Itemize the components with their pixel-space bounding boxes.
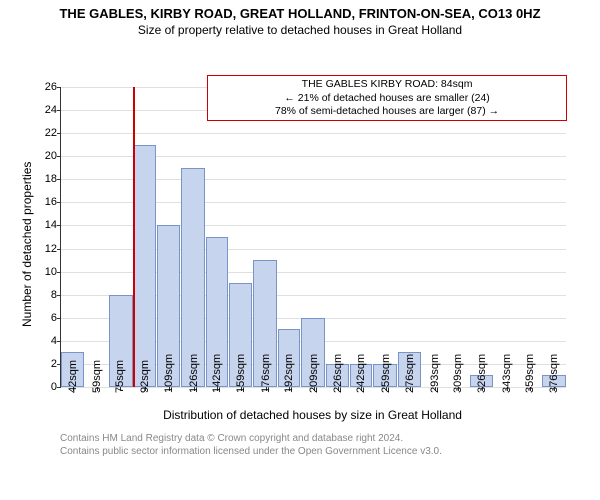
footer-line-2: Contains public sector information licen…: [60, 445, 565, 458]
xtick-label: 75sqm: [114, 360, 126, 393]
xtick-label: 376sqm: [548, 354, 560, 393]
xtick-label: 293sqm: [429, 354, 441, 393]
xtick-label: 209sqm: [308, 354, 320, 393]
xtick-label: 259sqm: [380, 354, 392, 393]
ytick-label: 4: [51, 335, 61, 347]
xtick-label: 309sqm: [452, 354, 464, 393]
property-marker-line: [133, 87, 135, 387]
chart-subtitle: Size of property relative to detached ho…: [0, 22, 600, 37]
xtick-label: 59sqm: [91, 360, 103, 393]
ytick-label: 8: [51, 289, 61, 301]
ytick-label: 18: [45, 173, 61, 185]
annotation-box: THE GABLES KIRBY ROAD: 84sqm ← 21% of de…: [207, 75, 568, 120]
ytick-label: 14: [45, 219, 61, 231]
xtick-label: 109sqm: [163, 354, 175, 393]
y-axis-label: Number of detached properties: [20, 162, 34, 327]
ytick-label: 24: [45, 104, 61, 116]
x-axis-label: Distribution of detached houses by size …: [60, 408, 565, 422]
ytick-label: 6: [51, 312, 61, 324]
plot-area: 0246810121416182022242642sqm59sqm75sqm92…: [60, 87, 566, 388]
ytick-label: 12: [45, 243, 61, 255]
xtick-label: 192sqm: [283, 354, 295, 393]
annotation-line-3: 78% of semi-detached houses are larger (…: [214, 105, 561, 118]
xtick-label: 226sqm: [332, 354, 344, 393]
xtick-label: 343sqm: [501, 354, 513, 393]
chart-footer: Contains HM Land Registry data © Crown c…: [60, 432, 565, 458]
chart-title: THE GABLES, KIRBY ROAD, GREAT HOLLAND, F…: [0, 0, 600, 22]
xtick-label: 92sqm: [139, 360, 151, 393]
xtick-label: 42sqm: [67, 360, 79, 393]
annotation-line-2: ← 21% of detached houses are smaller (24…: [214, 92, 561, 105]
ytick-label: 20: [45, 150, 61, 162]
xtick-label: 142sqm: [211, 354, 223, 393]
ytick-label: 10: [45, 266, 61, 278]
xtick-label: 326sqm: [476, 354, 488, 393]
ytick-label: 0: [51, 381, 61, 393]
xtick-label: 159sqm: [235, 354, 247, 393]
xtick-label: 242sqm: [355, 354, 367, 393]
histogram-bar: [134, 145, 156, 387]
annotation-line-1: THE GABLES KIRBY ROAD: 84sqm: [214, 78, 561, 91]
footer-line-1: Contains HM Land Registry data © Crown c…: [60, 432, 565, 445]
xtick-label: 176sqm: [260, 354, 272, 393]
ytick-label: 22: [45, 127, 61, 139]
ytick-label: 2: [51, 358, 61, 370]
ytick-label: 16: [45, 196, 61, 208]
gridline-h: [61, 133, 566, 134]
ytick-label: 26: [45, 81, 61, 93]
xtick-label: 359sqm: [524, 354, 536, 393]
xtick-label: 276sqm: [404, 354, 416, 393]
xtick-label: 126sqm: [188, 354, 200, 393]
